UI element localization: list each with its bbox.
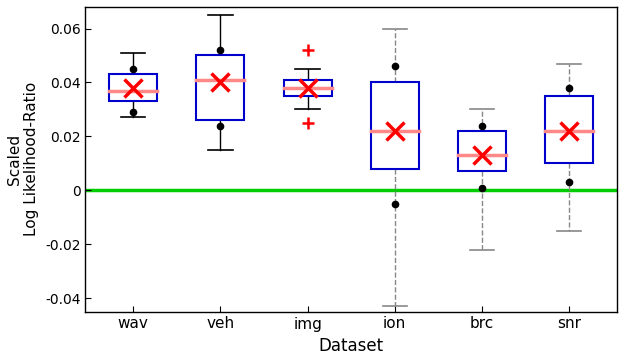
Bar [458, 131, 506, 172]
Bar [371, 83, 419, 169]
X-axis label: Dataset: Dataset [319, 337, 384, 355]
Y-axis label: Scaled
Log Likelihood-Ratio: Scaled Log Likelihood-Ratio [7, 82, 39, 236]
Bar [109, 74, 157, 101]
Bar [545, 96, 593, 163]
Bar [197, 55, 245, 120]
Bar [283, 80, 331, 96]
